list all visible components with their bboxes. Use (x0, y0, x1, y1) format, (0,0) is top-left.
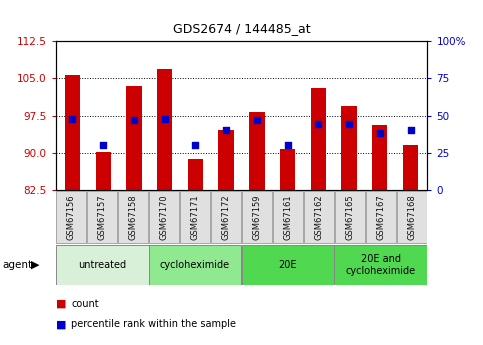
Text: GSM67170: GSM67170 (159, 195, 169, 240)
Bar (157, 69, 172, 190)
Bar (273, 191, 302, 243)
Text: 20E and
cycloheximide: 20E and cycloheximide (346, 254, 416, 276)
Text: GSM67159: GSM67159 (253, 195, 261, 240)
Text: GSM67172: GSM67172 (222, 195, 230, 240)
Point (130, 117, 138, 123)
Bar (304, 191, 334, 243)
Bar (65, 75, 80, 190)
Text: GSM67167: GSM67167 (376, 195, 385, 240)
Text: GSM67157: GSM67157 (98, 195, 107, 240)
Bar (367, 191, 396, 243)
Bar (181, 191, 210, 243)
Text: GSM67171: GSM67171 (190, 195, 199, 240)
Bar (398, 191, 426, 243)
Text: untreated: untreated (78, 260, 126, 270)
Text: GSM67161: GSM67161 (284, 195, 293, 240)
Bar (311, 88, 326, 190)
Point (69, 116, 76, 121)
Bar (403, 145, 418, 190)
Bar (149, 191, 179, 243)
Point (253, 117, 261, 123)
Point (407, 128, 414, 133)
Text: cycloheximide: cycloheximide (160, 260, 230, 270)
Text: agent: agent (2, 260, 32, 270)
Text: GSM67162: GSM67162 (314, 195, 324, 240)
Point (314, 122, 322, 127)
Bar (335, 191, 365, 243)
Text: GSM67165: GSM67165 (345, 195, 355, 240)
Text: GSM67168: GSM67168 (408, 195, 416, 240)
Bar (341, 106, 357, 190)
Text: ■: ■ (56, 319, 66, 329)
Bar (242, 245, 334, 285)
Bar (218, 130, 234, 190)
Text: ■: ■ (56, 299, 66, 308)
Bar (212, 191, 241, 243)
Bar (57, 191, 85, 243)
Point (192, 142, 199, 148)
Bar (249, 112, 265, 190)
Bar (280, 149, 295, 190)
Point (99, 142, 107, 148)
Text: 20E: 20E (279, 260, 297, 270)
Bar (149, 245, 242, 285)
Text: count: count (71, 299, 99, 308)
Point (161, 116, 169, 121)
Bar (56, 245, 149, 285)
Bar (372, 126, 387, 190)
Text: GSM67158: GSM67158 (128, 195, 138, 240)
Bar (96, 152, 111, 190)
Bar (334, 245, 427, 285)
Bar (188, 159, 203, 190)
Text: ▶: ▶ (30, 260, 39, 270)
Text: GSM67156: GSM67156 (67, 195, 75, 240)
Bar (87, 191, 116, 243)
Bar (242, 191, 271, 243)
Point (284, 142, 291, 148)
Point (222, 128, 230, 133)
Bar (126, 86, 142, 190)
Bar (118, 191, 148, 243)
Text: GDS2674 / 144485_at: GDS2674 / 144485_at (173, 22, 310, 36)
Point (345, 122, 353, 127)
Point (376, 131, 384, 136)
Text: percentile rank within the sample: percentile rank within the sample (71, 319, 237, 329)
